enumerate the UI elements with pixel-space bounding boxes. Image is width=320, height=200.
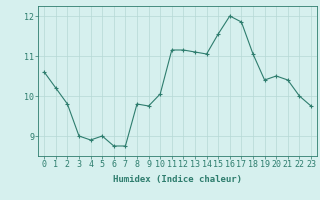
X-axis label: Humidex (Indice chaleur): Humidex (Indice chaleur) [113,175,242,184]
